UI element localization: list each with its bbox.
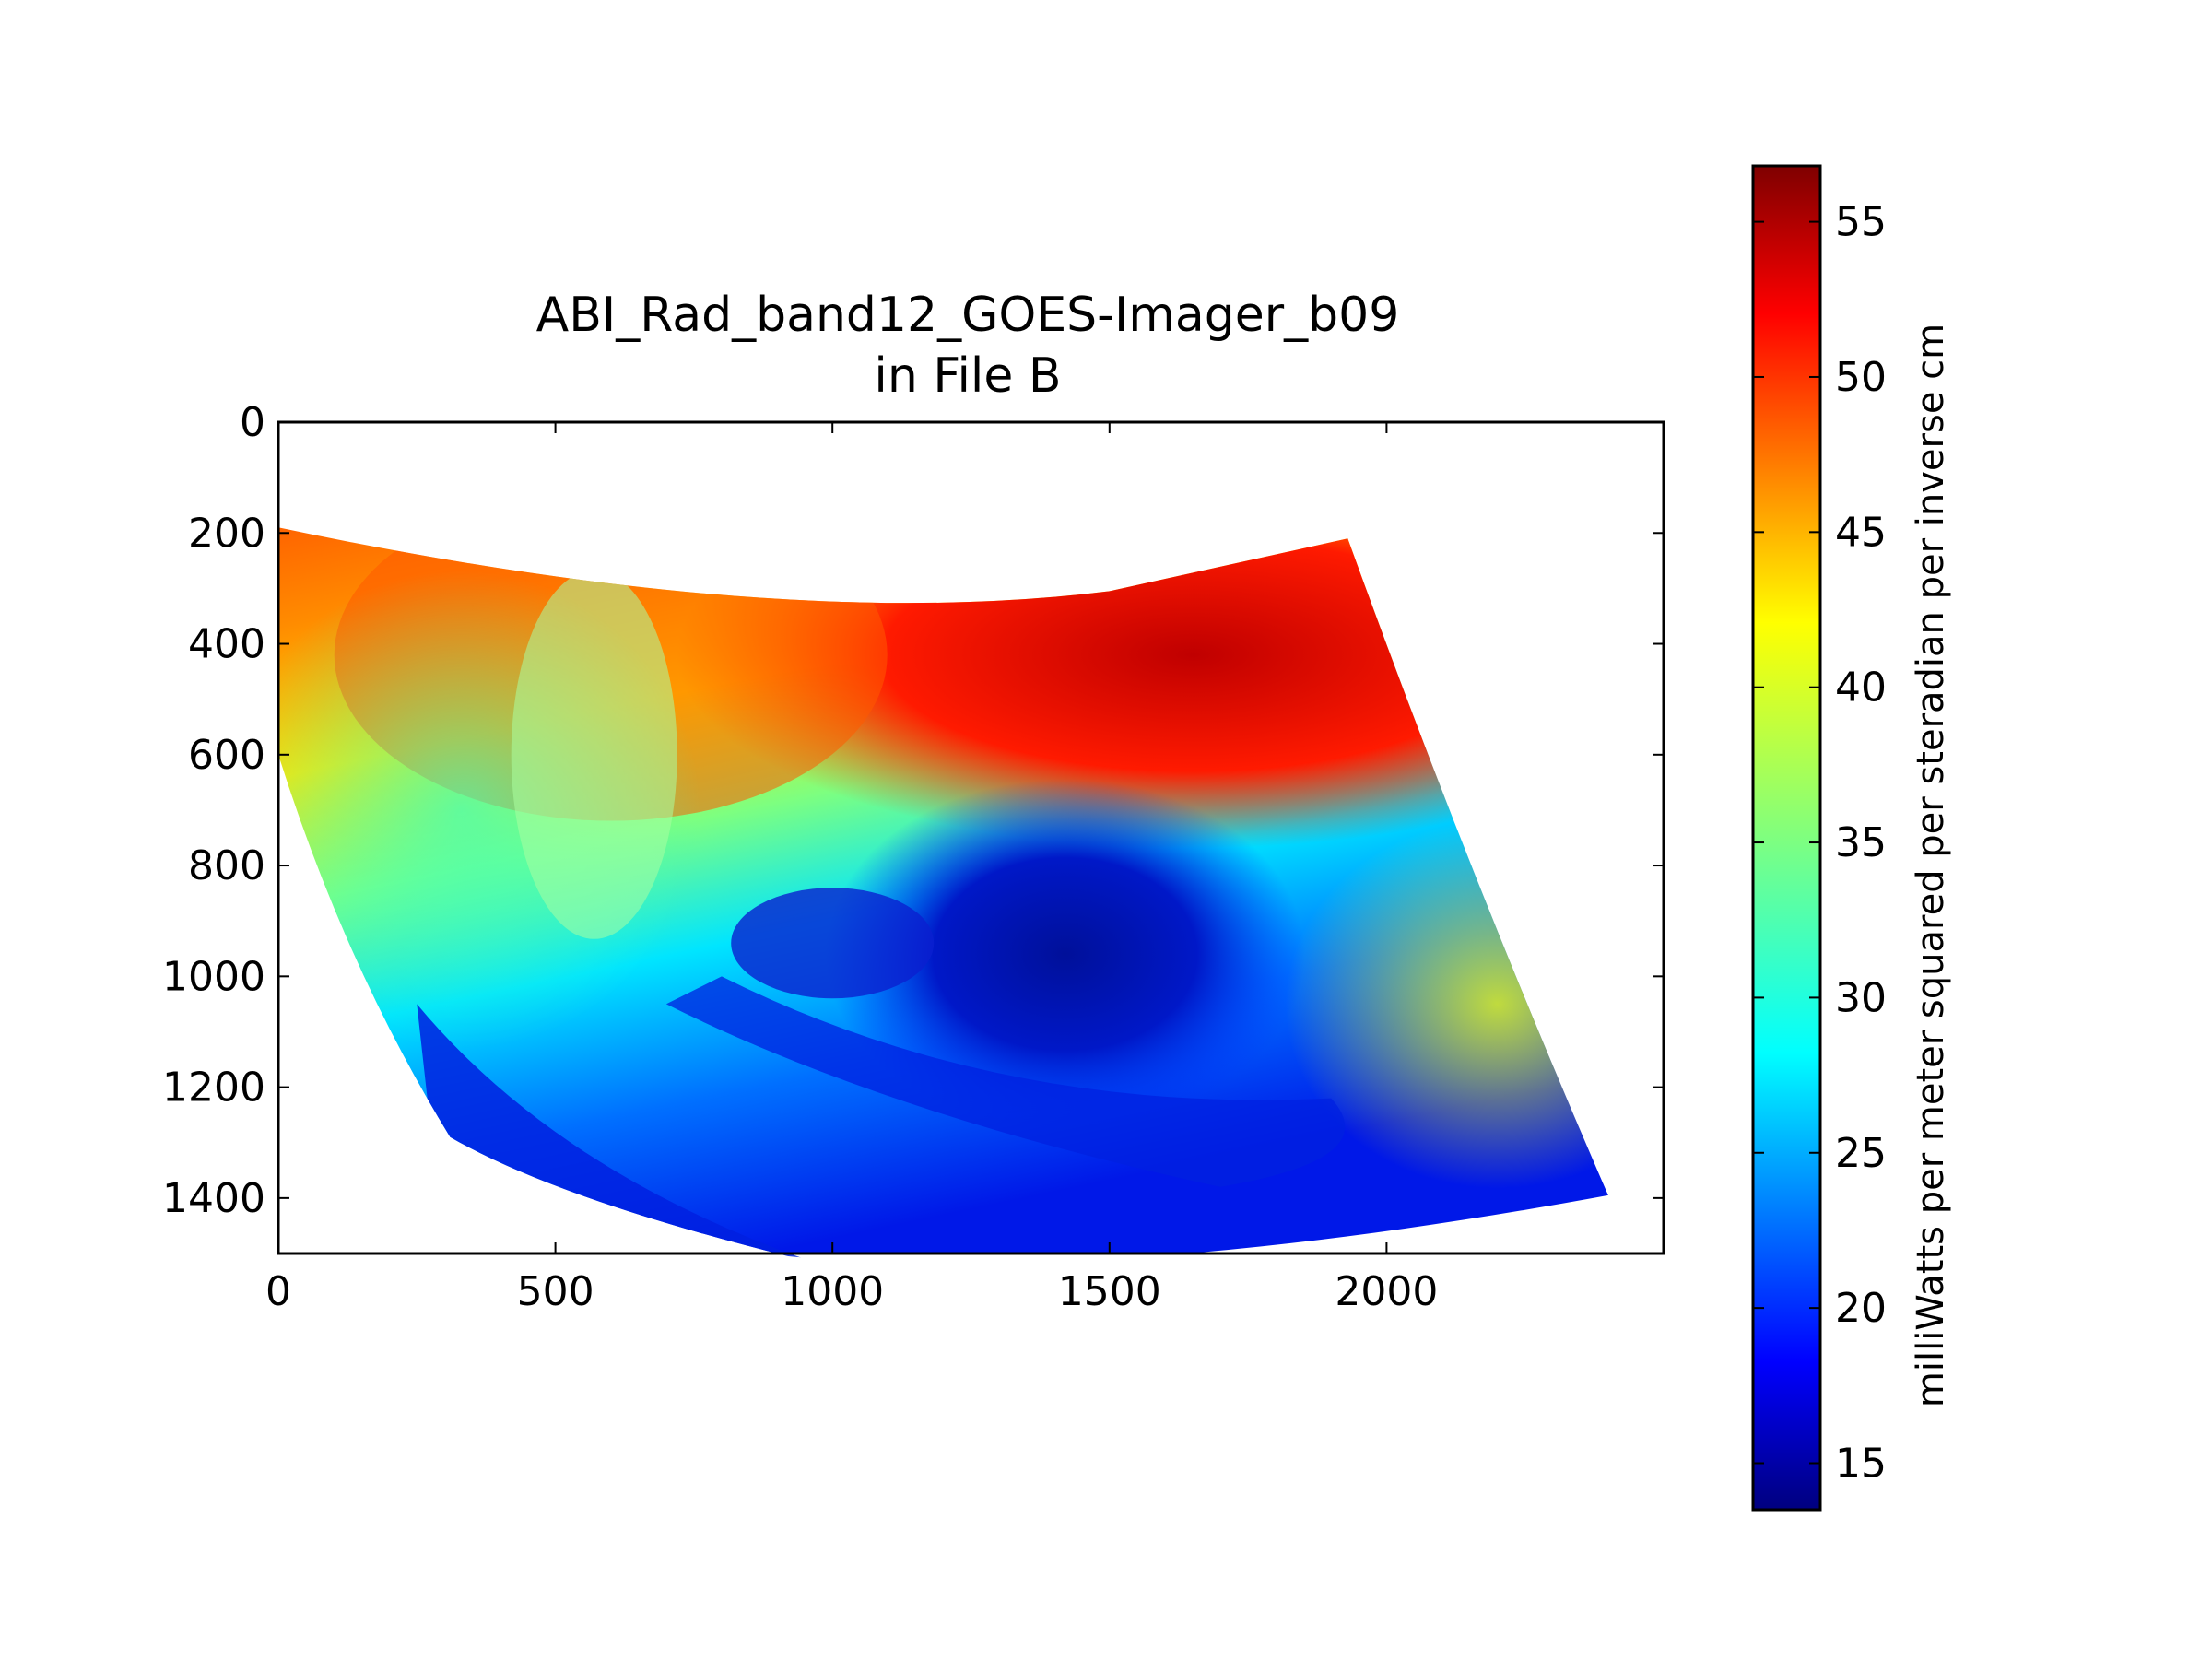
x-tick-label: 1000	[781, 1268, 884, 1315]
x-axis: 0 500 1000 1500 2000	[265, 422, 1438, 1315]
y-tick-label: 400	[188, 621, 265, 668]
storm-core	[825, 779, 1305, 1130]
y-axis: 0 200 400 600 800 1000 1200 1400	[162, 399, 1664, 1222]
colorbar-tick-label: 20	[1835, 1285, 1887, 1332]
chart-title: ABI_Rad_band12_GOES-Imager_b09	[535, 288, 1400, 343]
colorbar-tick-label: 15	[1835, 1440, 1887, 1487]
y-tick-label: 1200	[162, 1065, 265, 1112]
heatmap-image	[278, 527, 1608, 1260]
y-tick-label: 600	[188, 732, 265, 779]
y-tick-label: 800	[188, 842, 265, 889]
colorbar-tick-label: 35	[1835, 819, 1887, 866]
cold-cloud-patch	[731, 888, 935, 999]
chart-subtitle: in File B	[874, 348, 1062, 404]
y-tick-label: 200	[188, 510, 265, 557]
colorbar-tick-label: 50	[1835, 354, 1887, 401]
colorbar-label: milliWatts per meter squared per steradi…	[1910, 324, 1952, 1407]
x-tick-label: 0	[265, 1268, 291, 1315]
x-tick-label: 2000	[1335, 1268, 1438, 1315]
colorbar-ticks: 15 20 25 30 35 40 45 50 55	[1753, 199, 1887, 1487]
colorbar-tick-label: 30	[1835, 974, 1887, 1021]
plot-area-frame	[276, 420, 1665, 1255]
y-tick-label: 0	[240, 399, 265, 446]
y-tick-label: 1400	[162, 1175, 265, 1222]
y-tick-label: 1000	[162, 953, 265, 1000]
moderate-region-east	[1285, 819, 1608, 1189]
x-tick-label: 1500	[1058, 1268, 1161, 1315]
colorbar-tick-label: 45	[1835, 509, 1887, 556]
mid-region-strip	[511, 570, 677, 939]
colorbar-tick-label: 40	[1835, 665, 1887, 712]
x-tick-label: 500	[517, 1268, 594, 1315]
colorbar-tick-label: 25	[1835, 1130, 1887, 1177]
colorbar-tick-label: 55	[1835, 199, 1887, 246]
cold-band	[665, 976, 1346, 1187]
colorbar	[1751, 164, 1822, 1512]
